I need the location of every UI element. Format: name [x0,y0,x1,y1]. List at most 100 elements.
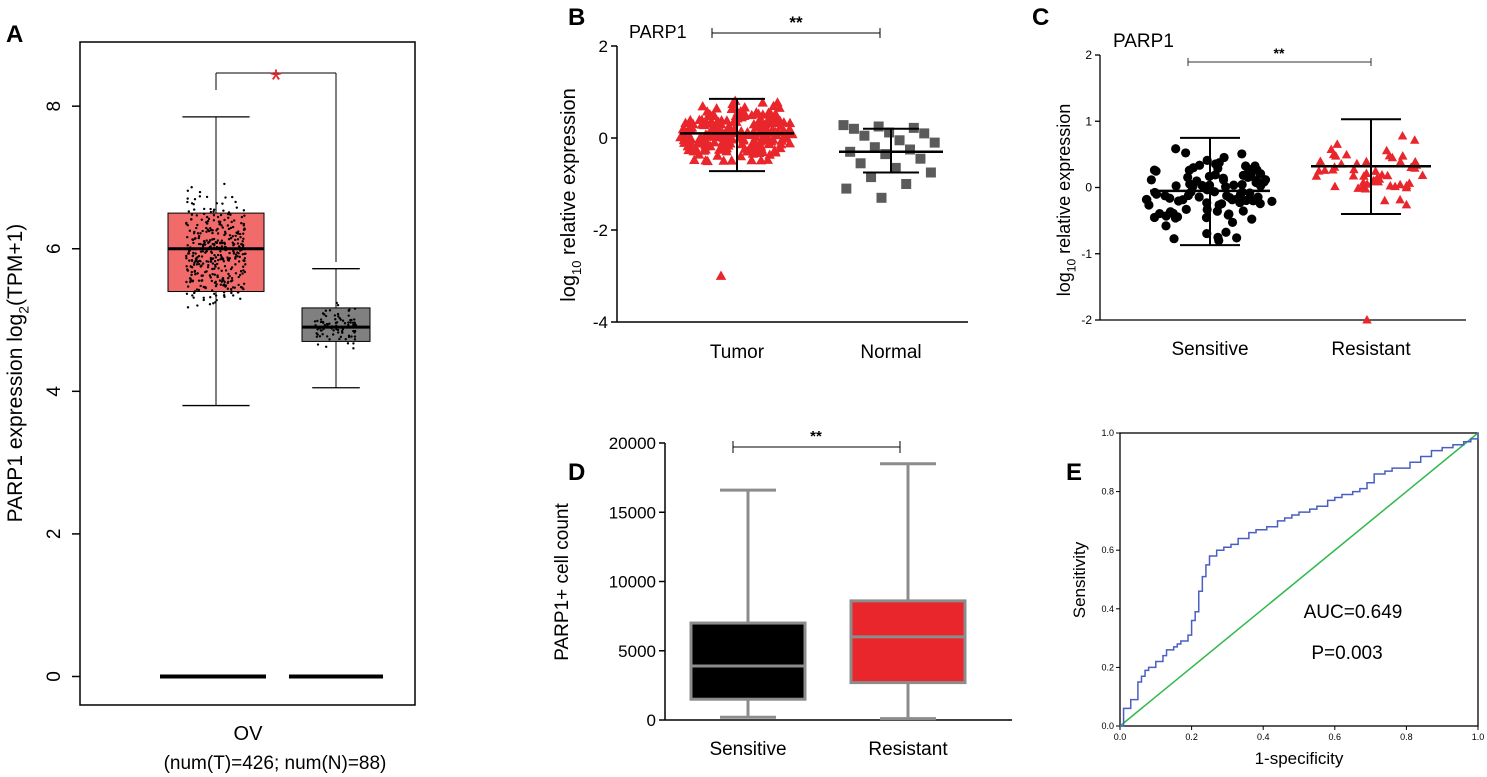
point-a [340,329,344,333]
marker-c-resistant [1315,156,1326,166]
point-a [209,296,212,299]
point-a [239,235,242,239]
box-d-sensitive [689,621,807,701]
point-a [232,251,236,254]
point-a [338,337,341,341]
marker-c-sensitive [1149,212,1160,223]
point-a [197,254,201,258]
point-a [192,241,195,245]
marker-b-tumor [694,114,705,124]
point-a [231,195,234,199]
y-axis-label-b: log10 relative expression [558,88,584,301]
marker-b-tumor [735,150,747,161]
marker-c-resistant [1401,180,1412,190]
marker-b-tumor [768,100,779,111]
point-a [200,255,204,258]
marker-c-resistant [1353,183,1363,192]
marker-b-tumor [689,154,700,165]
point-a [219,220,222,223]
point-a [192,263,196,267]
point-a [319,318,323,321]
point-a [334,318,337,321]
point-a [213,273,217,276]
point-a [216,232,220,235]
point-a [315,335,319,338]
point-a [236,242,240,245]
marker-c-sensitive [1171,144,1181,154]
point-a [195,214,199,217]
marker-b-tumor [714,144,725,154]
marker-b-tumor [713,116,724,126]
point-a [223,218,226,222]
point-a [219,250,222,253]
marker-b-normal [841,183,852,194]
point-a [209,276,212,279]
point-a [231,241,235,244]
point-a [230,266,234,269]
y-tick-label-a: 4 [44,386,65,397]
point-a [234,257,237,260]
marker-b-normal [838,120,849,131]
marker-b-normal [855,158,866,169]
point-a [236,238,240,241]
point-a [211,272,214,276]
point-a [195,226,198,230]
marker-b-tumor [727,103,739,113]
marker-b-tumor [739,143,750,153]
point-a [194,273,197,276]
point-a [351,321,355,324]
point-a [349,321,352,324]
point-a [215,245,219,249]
point-a [193,198,197,201]
point-a [185,257,188,260]
marker-c-resistant [1370,166,1381,175]
marker-b-tumor [722,122,734,132]
marker-c-resistant [1395,194,1405,204]
marker-c-sensitive [1220,182,1231,192]
point-a [207,217,211,221]
point-a [210,279,214,283]
point-a [200,218,203,221]
point-a [352,347,355,350]
point-a [229,226,233,230]
marker-b-tumor [680,117,691,127]
point-a [185,254,188,258]
marker-c-sensitive [1238,170,1248,180]
point-a [341,319,345,322]
point-a [230,277,234,280]
point-a [224,196,227,199]
marker-c-resistant [1362,315,1372,324]
point-a [352,342,355,345]
point-a [200,279,204,282]
marker-c-resistant [1360,184,1371,193]
x-tick-label-e: 1.0 [1472,732,1485,742]
marker-b-normal [876,192,887,203]
point-a [205,226,208,230]
panel-letter-b: B [568,4,585,31]
point-a [196,272,199,275]
point-a [237,230,240,233]
box-a-tumor [167,212,265,293]
point-a [321,320,324,324]
point-a [230,291,233,295]
point-a [206,266,210,269]
point-a [189,277,192,280]
point-a [190,273,193,277]
marker-b-normal [873,121,884,132]
title-c: PARP1 [1113,31,1174,52]
marker-c-resistant [1374,174,1385,183]
y-axis-label-a: PARP1 expression log2(TPM+1) [4,224,31,523]
marker-b-normal [859,130,870,141]
point-a [228,274,231,278]
y-tick-label-c: 0 [1085,181,1092,195]
y-tick-label-c: 1 [1085,114,1092,128]
x-tick-label-b: Tumor [710,342,765,363]
point-a [341,328,345,331]
point-a [336,312,340,316]
point-a [199,232,202,235]
point-a [191,294,194,297]
marker-b-tumor [699,136,711,146]
point-a [336,328,340,332]
marker-c-sensitive [1229,180,1239,190]
